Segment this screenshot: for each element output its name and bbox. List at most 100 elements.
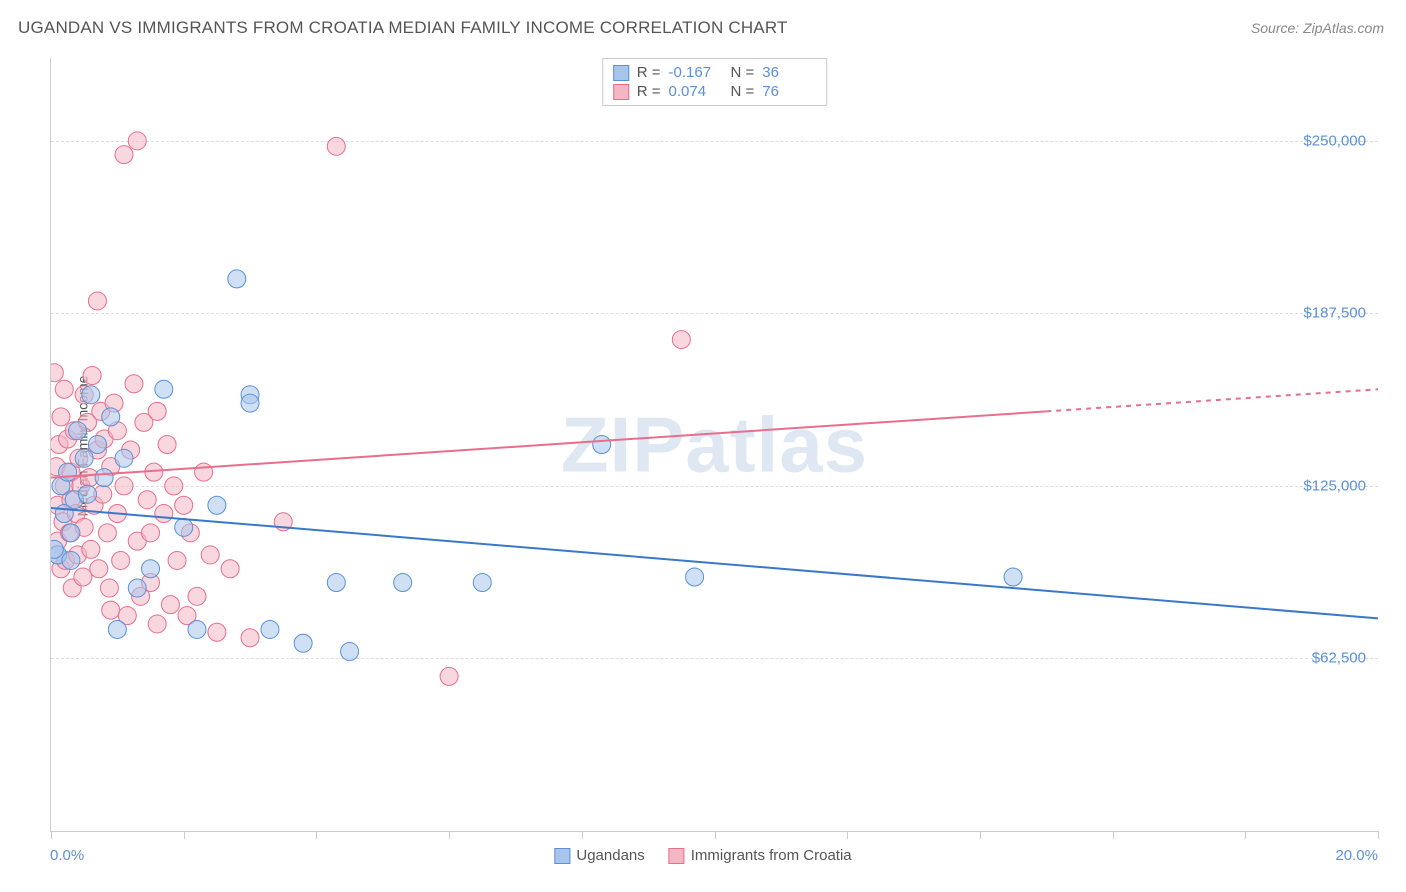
ugandans-point: [142, 560, 160, 578]
legend-item-ugandans: Ugandans: [554, 847, 644, 864]
ugandans-point: [593, 436, 611, 454]
x-label-left: 0.0%: [50, 847, 84, 864]
legend-label-ugandans: Ugandans: [576, 847, 644, 864]
ugandans-point: [327, 574, 345, 592]
croatia-point: [175, 496, 193, 514]
croatia-point: [112, 551, 130, 569]
croatia-point: [241, 629, 259, 647]
croatia-point: [142, 524, 160, 542]
croatia-point: [82, 540, 100, 558]
croatia-point: [195, 463, 213, 481]
ugandans-point: [155, 380, 173, 398]
croatia-point: [83, 366, 101, 384]
legend-row-ugandans: R = -0.167 N = 36: [613, 63, 817, 82]
legend-row-croatia: R = 0.074 N = 76: [613, 82, 817, 101]
ugandans-point: [228, 270, 246, 288]
croatia-point: [125, 375, 143, 393]
croatia-point: [102, 601, 120, 619]
croatia-point: [672, 331, 690, 349]
ugandans-point: [115, 449, 133, 467]
regression-line: [1046, 389, 1378, 411]
x-tick: [715, 831, 716, 839]
croatia-point: [138, 491, 156, 509]
n-value-croatia: 76: [762, 83, 816, 100]
ugandans-point: [1004, 568, 1022, 586]
ugandans-point: [175, 518, 193, 536]
chart-header: UGANDAN VS IMMIGRANTS FROM CROATIA MEDIA…: [0, 0, 1406, 46]
regression-line: [51, 411, 1046, 477]
ugandans-point: [188, 620, 206, 638]
source-label: Source: ZipAtlas.com: [1251, 20, 1384, 36]
ugandans-point: [78, 485, 96, 503]
croatia-point: [168, 551, 186, 569]
series-legend: Ugandans Immigrants from Croatia: [554, 847, 851, 864]
chart-plot-area: ZIPatlas R = -0.167 N = 36 R = 0.074 N =…: [50, 58, 1378, 832]
ugandans-point: [88, 436, 106, 454]
x-tick: [449, 831, 450, 839]
croatia-point: [158, 436, 176, 454]
swatch-croatia: [613, 84, 629, 100]
regression-line: [51, 508, 1378, 618]
correlation-legend: R = -0.167 N = 36 R = 0.074 N = 76: [602, 58, 828, 106]
ugandans-point: [59, 463, 77, 481]
croatia-point: [188, 587, 206, 605]
ugandans-point: [95, 469, 113, 487]
x-label-right: 20.0%: [1335, 847, 1378, 864]
scatter-svg: [51, 58, 1378, 831]
n-label: N =: [731, 64, 755, 81]
ugandans-point: [128, 579, 146, 597]
legend-label-croatia: Immigrants from Croatia: [691, 847, 852, 864]
x-tick: [1245, 831, 1246, 839]
ugandans-point: [82, 386, 100, 404]
croatia-point: [161, 596, 179, 614]
croatia-point: [55, 380, 73, 398]
croatia-point: [128, 132, 146, 150]
croatia-point: [51, 364, 63, 382]
r-label: R =: [637, 83, 661, 100]
ugandans-point: [69, 422, 87, 440]
legend-item-croatia: Immigrants from Croatia: [669, 847, 852, 864]
r-label: R =: [637, 64, 661, 81]
x-tick: [51, 831, 52, 839]
croatia-point: [201, 546, 219, 564]
croatia-point: [115, 477, 133, 495]
n-label: N =: [731, 83, 755, 100]
x-tick: [184, 831, 185, 839]
r-value-croatia: 0.074: [669, 83, 723, 100]
ugandans-point: [473, 574, 491, 592]
r-value-ugandans: -0.167: [669, 64, 723, 81]
croatia-point: [155, 505, 173, 523]
ugandans-point: [102, 408, 120, 426]
x-tick: [582, 831, 583, 839]
ugandans-point: [294, 634, 312, 652]
ugandans-point: [341, 643, 359, 661]
ugandans-point: [62, 524, 80, 542]
ugandans-point: [241, 394, 259, 412]
croatia-point: [100, 579, 118, 597]
x-tick: [847, 831, 848, 839]
n-value-ugandans: 36: [762, 64, 816, 81]
croatia-point: [115, 146, 133, 164]
croatia-point: [74, 568, 92, 586]
croatia-point: [165, 477, 183, 495]
swatch-ugandans: [613, 65, 629, 81]
ugandans-point: [108, 620, 126, 638]
x-tick: [1378, 831, 1379, 839]
croatia-point: [88, 292, 106, 310]
ugandans-point: [261, 620, 279, 638]
croatia-point: [90, 560, 108, 578]
ugandans-point: [75, 449, 93, 467]
swatch-croatia: [669, 848, 685, 864]
x-tick: [1113, 831, 1114, 839]
ugandans-point: [394, 574, 412, 592]
croatia-point: [148, 402, 166, 420]
croatia-point: [327, 137, 345, 155]
croatia-point: [52, 408, 70, 426]
ugandans-point: [62, 551, 80, 569]
croatia-point: [148, 615, 166, 633]
croatia-point: [98, 524, 116, 542]
croatia-point: [221, 560, 239, 578]
x-tick: [316, 831, 317, 839]
swatch-ugandans: [554, 848, 570, 864]
ugandans-point: [208, 496, 226, 514]
